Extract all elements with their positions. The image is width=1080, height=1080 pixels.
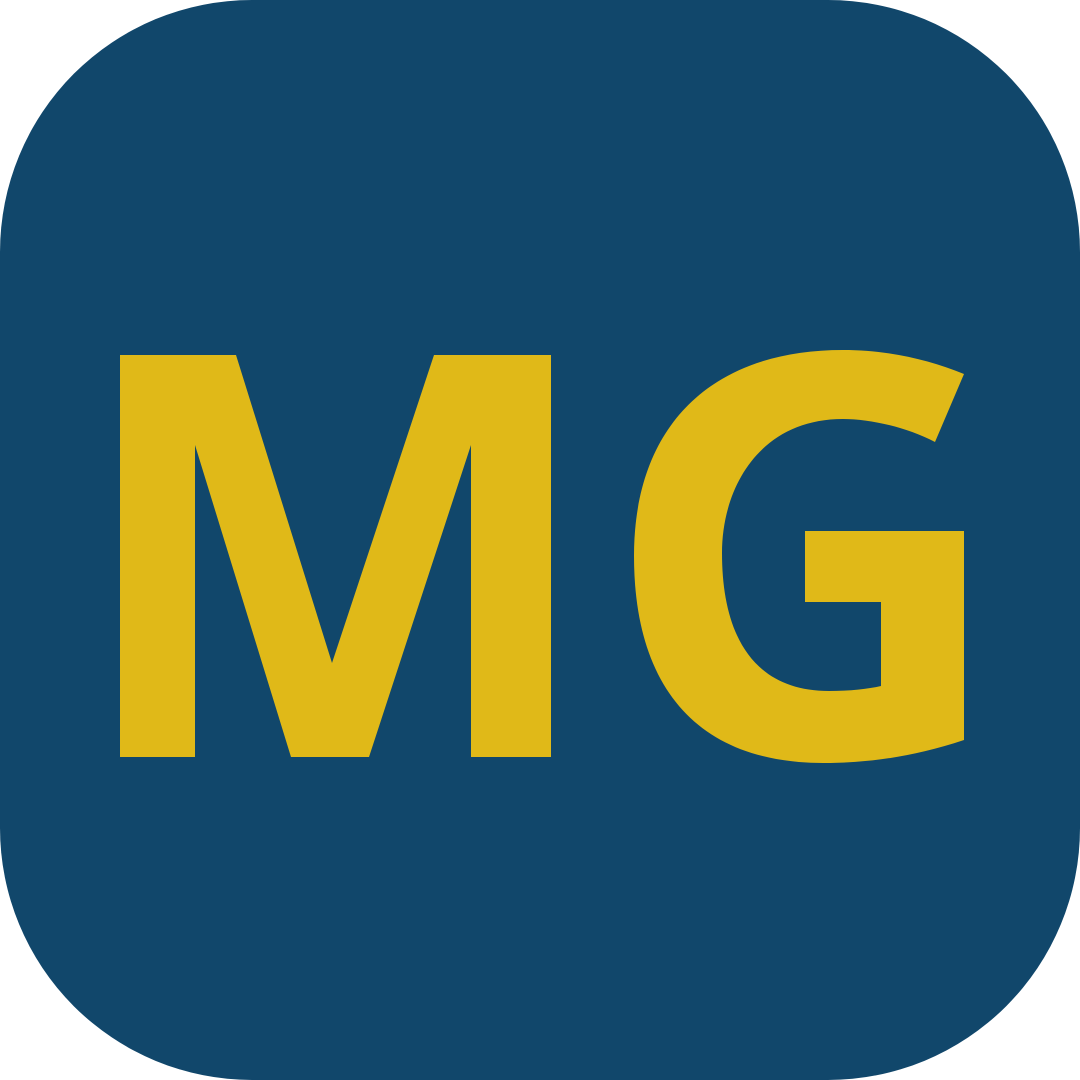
letter-g-shape xyxy=(634,350,964,763)
letter-m-shape xyxy=(120,355,551,757)
letter-g xyxy=(634,350,964,763)
letter-m xyxy=(120,355,551,757)
